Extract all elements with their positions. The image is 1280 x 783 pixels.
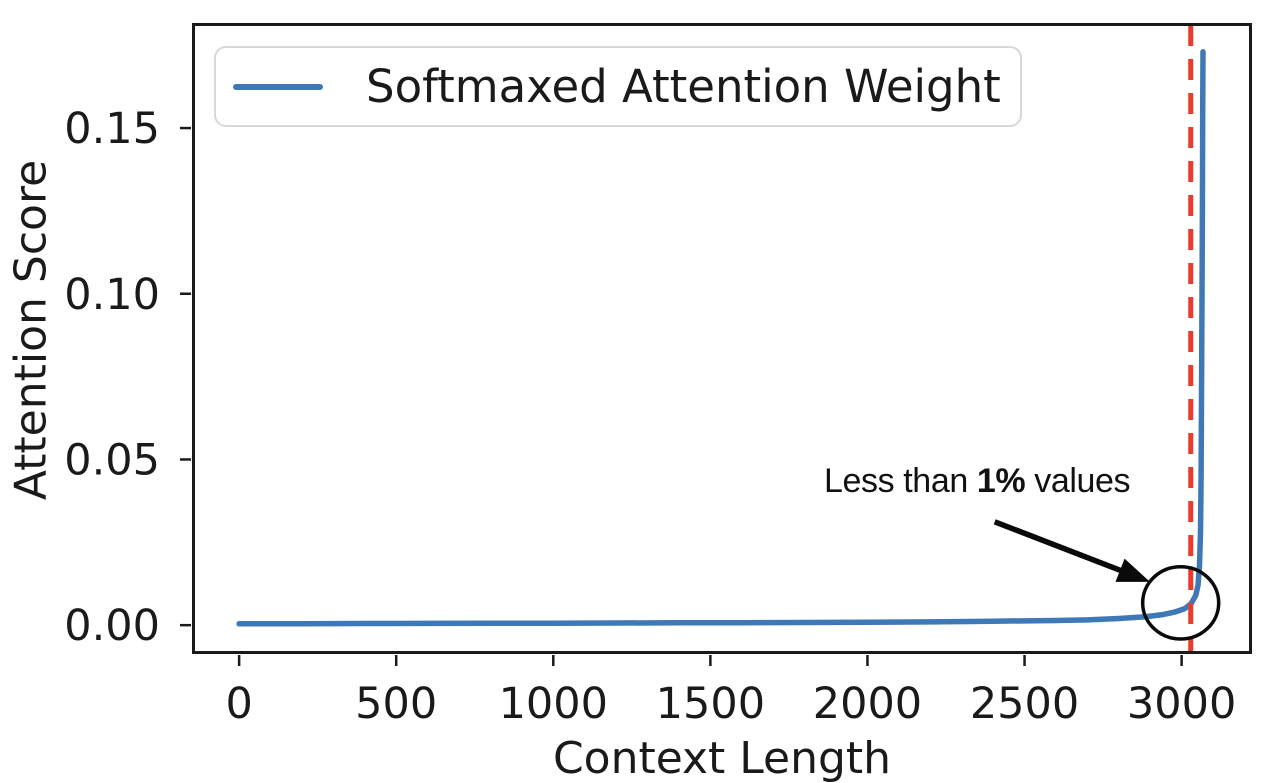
annotation-text-prefix: Less than: [824, 462, 977, 500]
x-tick-label: 500: [355, 679, 437, 729]
y-tick-label: 0.10: [64, 270, 160, 320]
annotation-circle: [1140, 564, 1221, 641]
plot-frame: [192, 23, 1252, 654]
x-tick-label: 0: [225, 679, 252, 729]
y-axis-label: Attention Score: [5, 159, 57, 501]
x-tick-label: 2000: [813, 679, 922, 729]
legend-line-sample: [233, 83, 323, 90]
x-axis-label: Context Length: [552, 733, 892, 783]
x-tick-label: 3000: [1127, 679, 1236, 729]
annotation-arrow-head: [1115, 558, 1150, 582]
legend-box: Softmaxed Attention Weight: [214, 46, 1022, 127]
x-tick-label: 2500: [970, 679, 1079, 729]
y-tick-label: 0.00: [64, 601, 160, 651]
annotation-arrow: [993, 519, 1125, 575]
annotation-text: Less than 1% values: [824, 462, 1131, 501]
y-tick-label: 0.15: [64, 104, 160, 154]
annotation-text-suffix: values: [1025, 462, 1131, 500]
y-tick-label: 0.05: [64, 435, 160, 485]
attention-curve: [236, 49, 1206, 627]
annotation-text-bold: 1%: [976, 462, 1026, 500]
legend-label: Softmaxed Attention Weight: [366, 60, 1001, 113]
x-tick-label: 1000: [499, 679, 608, 729]
x-tick-label: 1500: [656, 679, 765, 729]
